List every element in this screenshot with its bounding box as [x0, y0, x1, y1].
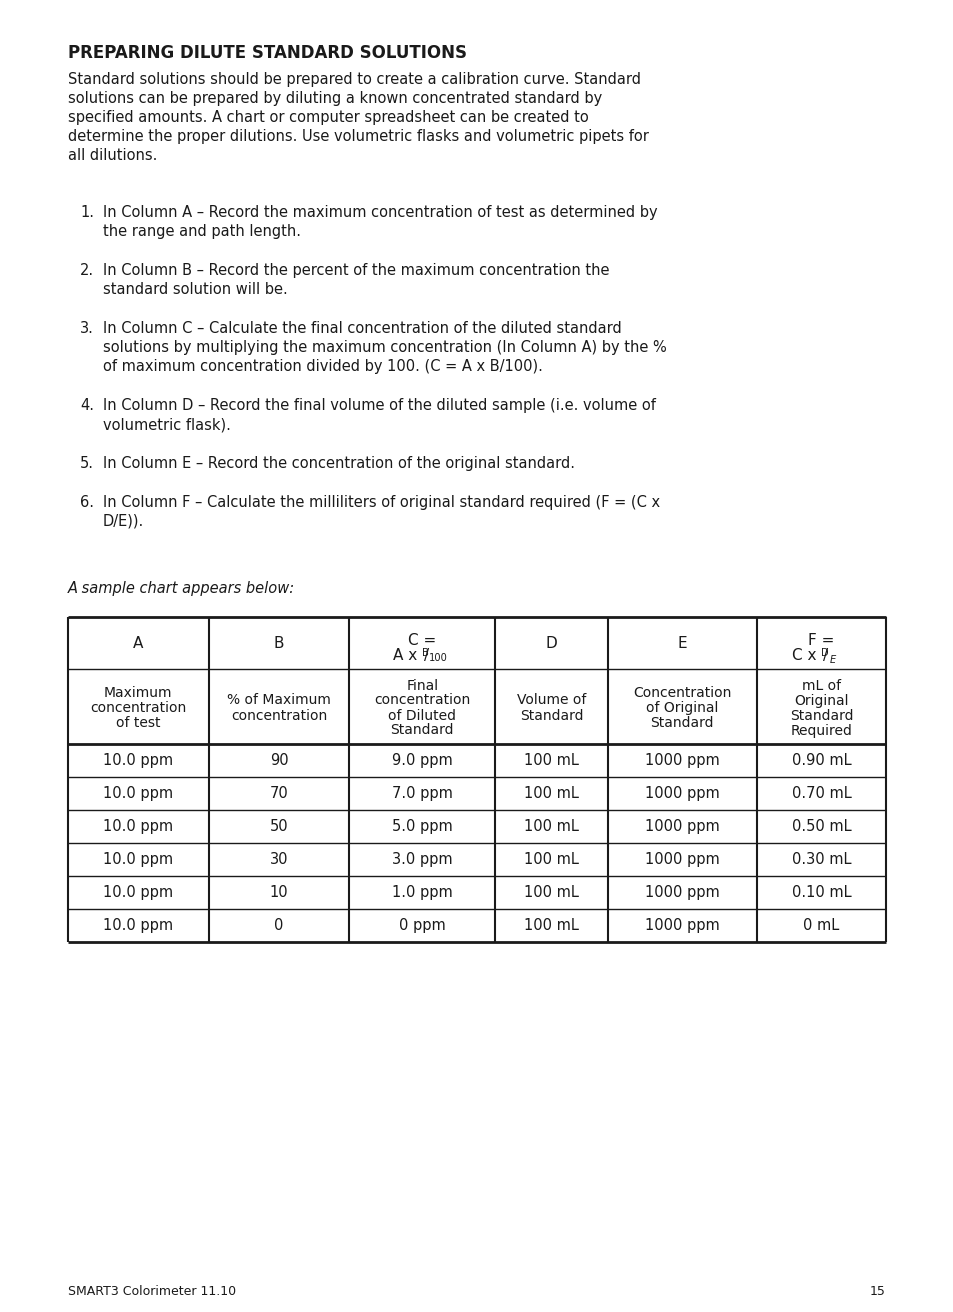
Text: 100 mL: 100 mL — [523, 851, 578, 867]
Text: 90: 90 — [270, 753, 288, 768]
Text: B: B — [274, 635, 284, 651]
Text: 1000 ppm: 1000 ppm — [644, 786, 719, 802]
Text: solutions by multiplying the maximum concentration (In Column A) by the %: solutions by multiplying the maximum con… — [103, 340, 666, 356]
Text: mL of: mL of — [801, 678, 840, 693]
Text: /: / — [424, 648, 429, 663]
Text: B: B — [422, 648, 429, 659]
Text: 0.10 mL: 0.10 mL — [791, 886, 850, 900]
Text: standard solution will be.: standard solution will be. — [103, 282, 288, 297]
Text: 100 mL: 100 mL — [523, 753, 578, 768]
Text: 100: 100 — [429, 653, 448, 663]
Text: In Column B – Record the percent of the maximum concentration the: In Column B – Record the percent of the … — [103, 262, 609, 278]
Text: Original: Original — [793, 694, 848, 707]
Text: Volume of: Volume of — [517, 694, 585, 707]
Text: concentration: concentration — [231, 708, 327, 723]
Text: 0: 0 — [274, 918, 283, 933]
Text: of test: of test — [116, 716, 160, 729]
Text: % of Maximum: % of Maximum — [227, 694, 331, 707]
Text: Required: Required — [790, 723, 851, 737]
Text: 6.: 6. — [80, 495, 94, 510]
Text: concentration: concentration — [91, 701, 186, 715]
Text: specified amounts. A chart or computer spreadsheet can be created to: specified amounts. A chart or computer s… — [68, 110, 588, 125]
Text: 100 mL: 100 mL — [523, 819, 578, 834]
Text: 0 mL: 0 mL — [802, 918, 839, 933]
Text: E: E — [677, 635, 686, 651]
Bar — [68, 617, 885, 942]
Text: 10.0 ppm: 10.0 ppm — [103, 918, 173, 933]
Text: SMART3 Colorimeter 11.10: SMART3 Colorimeter 11.10 — [68, 1284, 236, 1298]
Text: 1000 ppm: 1000 ppm — [644, 886, 719, 900]
Text: 10.0 ppm: 10.0 ppm — [103, 886, 173, 900]
Text: Standard: Standard — [390, 723, 454, 737]
Text: solutions can be prepared by diluting a known concentrated standard by: solutions can be prepared by diluting a … — [68, 91, 601, 106]
Text: of Diluted: of Diluted — [388, 708, 456, 723]
Text: 0.90 mL: 0.90 mL — [791, 753, 850, 768]
Text: volumetric flask).: volumetric flask). — [103, 417, 231, 432]
Text: Final: Final — [406, 678, 437, 693]
Text: D: D — [545, 635, 557, 651]
Text: 50: 50 — [270, 819, 288, 834]
Text: C x: C x — [791, 648, 821, 663]
Text: 7.0 ppm: 7.0 ppm — [392, 786, 452, 802]
Text: 10: 10 — [270, 886, 288, 900]
Text: 3.0 ppm: 3.0 ppm — [392, 851, 452, 867]
Text: 1000 ppm: 1000 ppm — [644, 918, 719, 933]
Text: 1000 ppm: 1000 ppm — [644, 851, 719, 867]
Text: concentration: concentration — [374, 694, 470, 707]
Text: In Column C – Calculate the final concentration of the diluted standard: In Column C – Calculate the final concen… — [103, 321, 621, 336]
Text: In Column D – Record the final volume of the diluted sample (i.e. volume of: In Column D – Record the final volume of… — [103, 398, 656, 413]
Text: 5.0 ppm: 5.0 ppm — [392, 819, 452, 834]
Text: In Column F – Calculate the milliliters of original standard required (F = (C x: In Column F – Calculate the milliliters … — [103, 495, 659, 510]
Text: 5.: 5. — [80, 457, 94, 471]
Text: 1.: 1. — [80, 205, 94, 220]
Text: A sample chart appears below:: A sample chart appears below: — [68, 581, 294, 596]
Text: PREPARING DILUTE STANDARD SOLUTIONS: PREPARING DILUTE STANDARD SOLUTIONS — [68, 45, 467, 62]
Text: A x: A x — [393, 648, 422, 663]
Text: 0.30 mL: 0.30 mL — [791, 851, 850, 867]
Text: 3.: 3. — [80, 321, 93, 336]
Text: 0 ppm: 0 ppm — [398, 918, 445, 933]
Text: Standard solutions should be prepared to create a calibration curve. Standard: Standard solutions should be prepared to… — [68, 72, 640, 87]
Text: determine the proper dilutions. Use volumetric flasks and volumetric pipets for: determine the proper dilutions. Use volu… — [68, 129, 648, 144]
Text: 100 mL: 100 mL — [523, 918, 578, 933]
Text: of maximum concentration divided by 100. (C = A x B/100).: of maximum concentration divided by 100.… — [103, 359, 542, 374]
Text: E: E — [828, 655, 835, 665]
Text: 0.70 mL: 0.70 mL — [791, 786, 850, 802]
Text: the range and path length.: the range and path length. — [103, 224, 301, 239]
Text: 4.: 4. — [80, 398, 94, 413]
Text: D/E)).: D/E)). — [103, 514, 144, 529]
Text: 100 mL: 100 mL — [523, 886, 578, 900]
Text: 70: 70 — [270, 786, 288, 802]
Text: 1000 ppm: 1000 ppm — [644, 819, 719, 834]
Text: In Column A – Record the maximum concentration of test as determined by: In Column A – Record the maximum concent… — [103, 205, 657, 220]
Text: Concentration: Concentration — [633, 686, 731, 701]
Text: Standard: Standard — [650, 716, 713, 729]
Text: Standard: Standard — [789, 708, 852, 723]
Text: 0.50 mL: 0.50 mL — [791, 819, 850, 834]
Text: 10.0 ppm: 10.0 ppm — [103, 753, 173, 768]
Text: 1000 ppm: 1000 ppm — [644, 753, 719, 768]
Text: 15: 15 — [869, 1284, 885, 1298]
Text: Standard: Standard — [519, 708, 582, 723]
Text: 30: 30 — [270, 851, 288, 867]
Text: F =: F = — [807, 632, 834, 648]
Text: Maximum: Maximum — [104, 686, 172, 701]
Text: In Column E – Record the concentration of the original standard.: In Column E – Record the concentration o… — [103, 457, 575, 471]
Text: /: / — [822, 648, 827, 663]
Text: of Original: of Original — [645, 701, 718, 715]
Text: D: D — [821, 648, 828, 659]
Text: 10.0 ppm: 10.0 ppm — [103, 851, 173, 867]
Text: 2.: 2. — [80, 262, 94, 278]
Text: 10.0 ppm: 10.0 ppm — [103, 819, 173, 834]
Text: 100 mL: 100 mL — [523, 786, 578, 802]
Text: all dilutions.: all dilutions. — [68, 148, 157, 163]
Text: 1.0 ppm: 1.0 ppm — [392, 886, 452, 900]
Text: C =: C = — [408, 632, 436, 648]
Text: A: A — [133, 635, 143, 651]
Text: 10.0 ppm: 10.0 ppm — [103, 786, 173, 802]
Text: 9.0 ppm: 9.0 ppm — [392, 753, 452, 768]
